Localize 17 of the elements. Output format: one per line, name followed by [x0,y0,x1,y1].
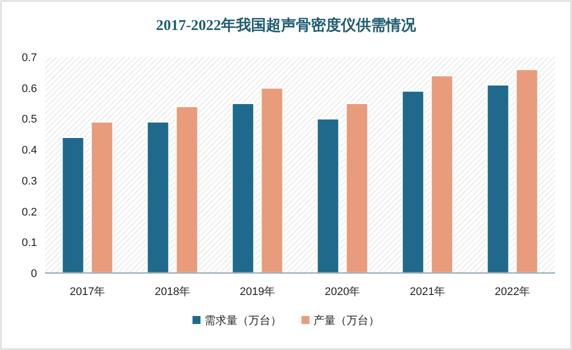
y-tick-label: 0 [30,268,37,280]
legend-label: 产量（万台） [314,314,380,327]
x-tick-label: 2019年 [240,286,276,298]
x-tick-label: 2017年 [70,286,106,298]
chart-title: 2017-2022年我国超声骨密度仪供需情况 [156,16,417,34]
y-tick-label: 0.4 [22,144,37,157]
x-tick-label: 2018年 [154,286,190,298]
y-tick-label: 0.3 [22,175,37,188]
legend-label: 需求量（万台） [204,314,282,327]
y-tick-label: 0.7 [22,52,37,64]
y-tick-label: 0.2 [22,206,37,218]
y-tick-label: 0.5 [22,114,37,126]
y-tick-label: 0.6 [22,82,37,95]
y-tick-label: 0.1 [22,237,37,250]
x-tick-label: 2020年 [324,286,360,298]
x-tick-label: 2021年 [410,286,446,298]
x-tick-label: 2022年 [494,286,530,298]
